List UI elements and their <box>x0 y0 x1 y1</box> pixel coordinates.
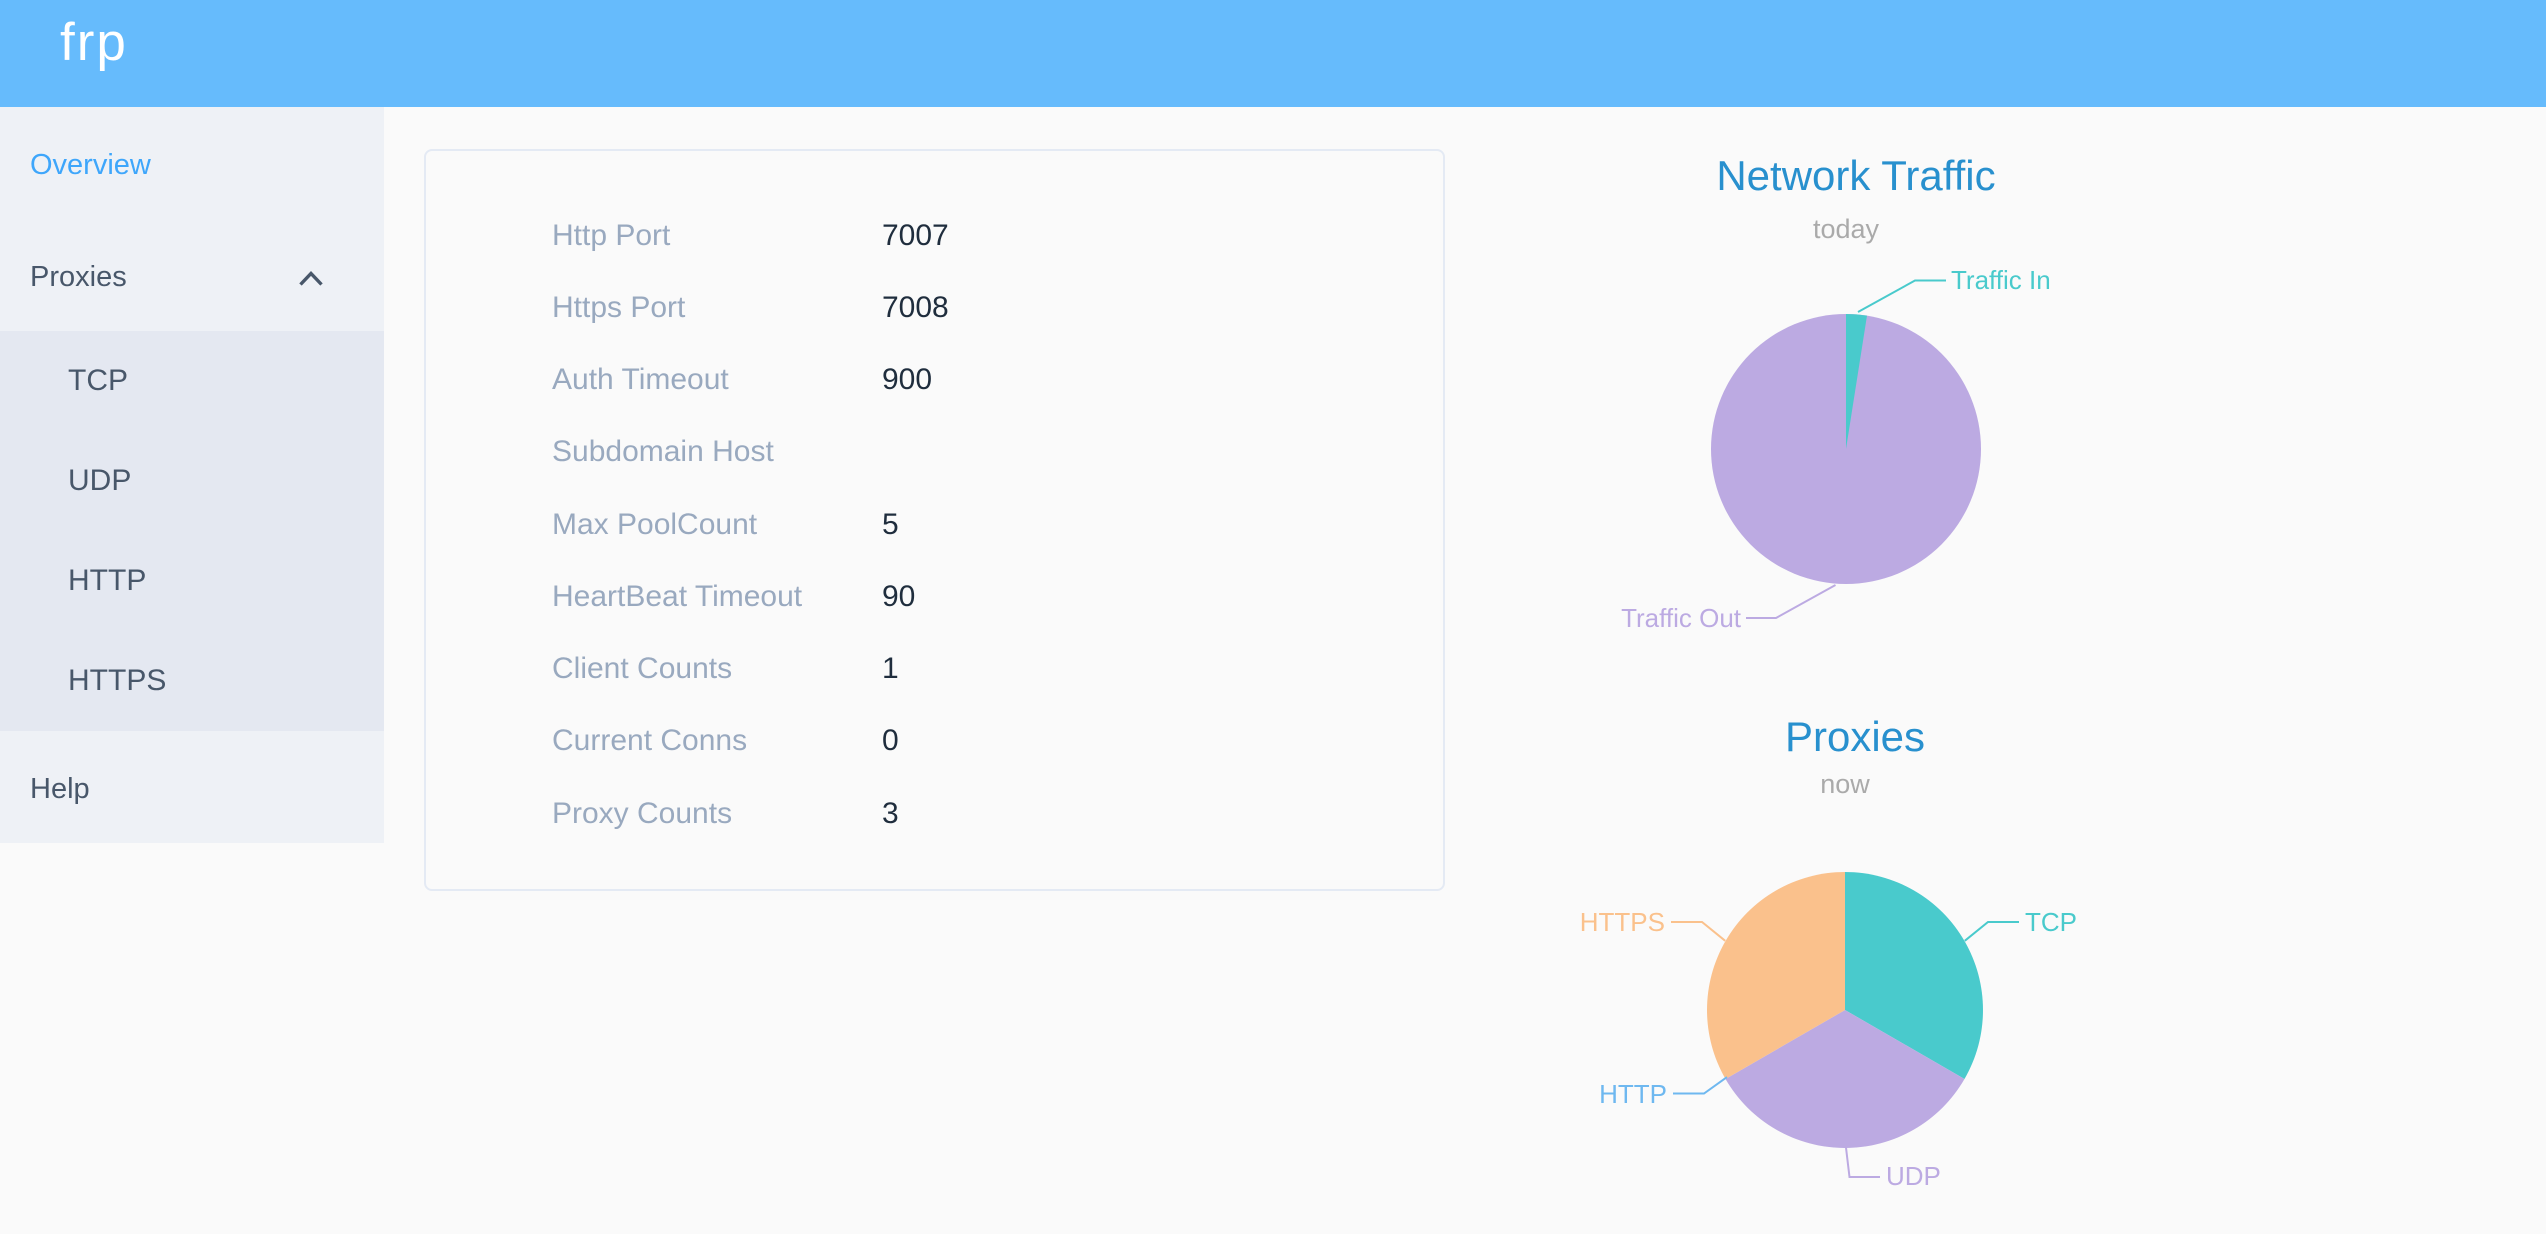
svg-text:Network Traffic: Network Traffic <box>1716 152 1995 199</box>
svg-text:HTTPS: HTTPS <box>1580 907 1665 937</box>
svg-text:TCP: TCP <box>2025 907 2077 937</box>
svg-text:HTTP: HTTP <box>1599 1079 1667 1109</box>
svg-text:today: today <box>1813 214 1880 244</box>
svg-text:now: now <box>1820 769 1870 799</box>
svg-text:UDP: UDP <box>1886 1161 1941 1191</box>
svg-text:Traffic In: Traffic In <box>1951 265 2051 295</box>
svg-text:Traffic Out: Traffic Out <box>1621 603 1742 633</box>
svg-text:Proxies: Proxies <box>1785 713 1925 760</box>
